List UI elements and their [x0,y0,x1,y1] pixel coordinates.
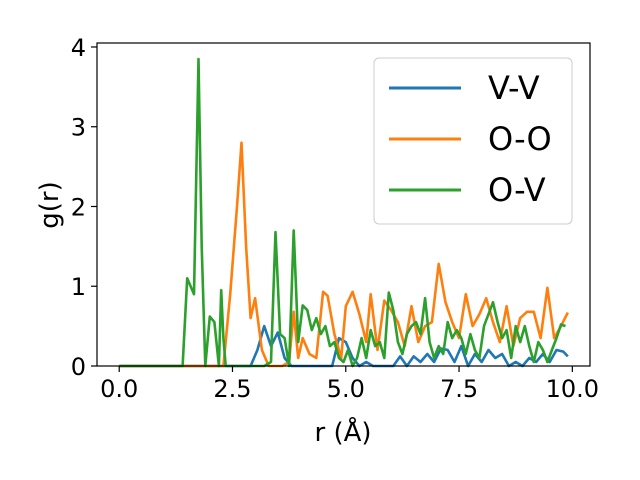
x-tick-label: 5.0 [327,375,365,403]
y-tick-label: 2 [71,193,86,221]
legend-label-2: O-V [488,171,546,209]
x-axis-label: r (Å) [314,416,371,448]
x-tick-label: 7.5 [440,375,478,403]
x-tick-label: 2.5 [213,375,251,403]
x-axis-ticks: 0.0 2.5 5.0 7.5 10.0 [100,366,599,403]
legend: V-V O-O O-V [373,57,573,225]
y-tick-label: 0 [71,353,86,381]
legend-label-0: V-V [488,69,540,107]
y-axis-ticks: 0 1 2 3 4 [71,34,97,381]
legend-entries: V-V O-O O-V [389,69,552,209]
plot-frame [96,42,591,367]
legend-label-1: O-O [488,120,552,158]
x-tick-label: 10.0 [546,375,599,403]
y-axis-label: g(r) [35,181,65,228]
y-tick-label: 3 [71,114,86,142]
legend-frame [373,57,573,225]
x-tick-label: 0.0 [100,375,138,403]
y-tick-label: 1 [71,273,86,301]
y-tick-label: 4 [71,34,86,62]
